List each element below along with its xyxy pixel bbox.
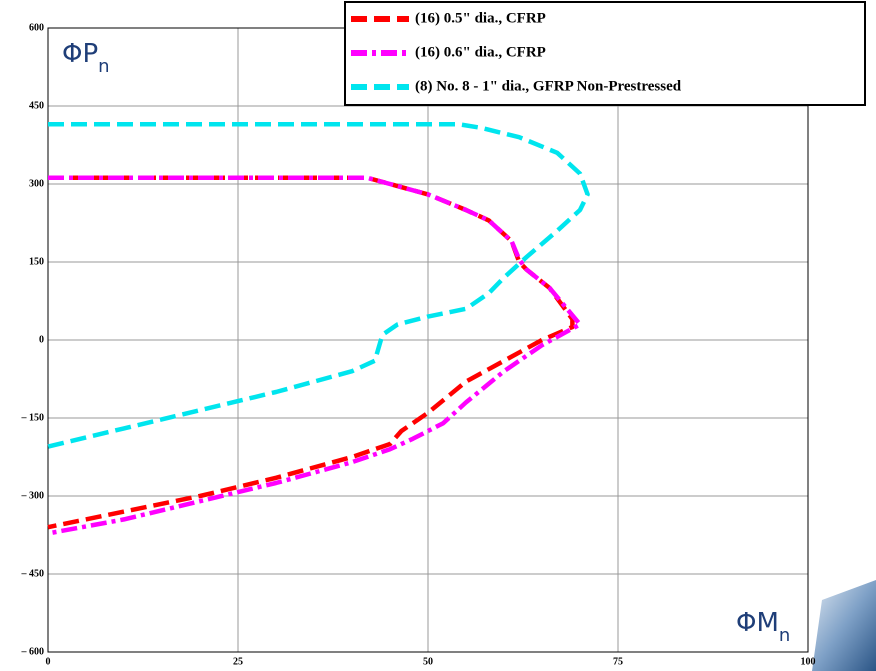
x-tick-label: 25 (233, 656, 243, 667)
y-tick-label: – 600 (21, 646, 45, 657)
legend-label: (16) 0.6" dia., CFRP (415, 44, 546, 60)
series-line (48, 124, 588, 446)
series-line (48, 178, 580, 534)
x-tick-label: 75 (613, 656, 623, 667)
x-axis-label: ΦMn (736, 608, 790, 646)
x-axis-label-main: ΦM (736, 608, 779, 638)
y-tick-label: 150 (29, 256, 44, 267)
y-tick-label: 450 (29, 100, 44, 111)
x-tick-label: 100 (801, 656, 816, 667)
page: {"chart_data": {"type": "line", "ylabel"… (0, 0, 876, 671)
legend: (16) 0.5" dia., CFRP (16) 0.6" dia., CFRP… (345, 2, 865, 105)
y-axis-label-sub: n (98, 56, 109, 77)
x-tick-label: 0 (46, 656, 51, 667)
y-tick-label: – 300 (21, 490, 45, 501)
x-tick-label: 50 (423, 656, 433, 667)
decoration (812, 580, 876, 671)
y-tick-label: 600 (29, 22, 44, 33)
legend-label: (8) No. 8 - 1" dia., GFRP Non-Prestresse… (415, 78, 682, 94)
y-axis-label: ΦPn (62, 39, 110, 77)
legend-label: (16) 0.5" dia., CFRP (415, 10, 546, 26)
x-axis-label-sub: n (779, 625, 790, 646)
y-tick-label: 0 (39, 334, 44, 345)
y-tick-label: – 450 (21, 568, 45, 579)
y-tick-label: – 150 (21, 412, 45, 423)
y-tick-label: 300 (29, 178, 44, 189)
chart: – 600 – 450 – 300 – 150 0 150 300 450 600 0 25 50 75… (0, 0, 876, 671)
plot: – 600 – 450 – 300 – 150 0 150 300 450 600 0 25 50 75… (21, 22, 816, 667)
y-axis-label-main: ΦP (62, 39, 98, 69)
